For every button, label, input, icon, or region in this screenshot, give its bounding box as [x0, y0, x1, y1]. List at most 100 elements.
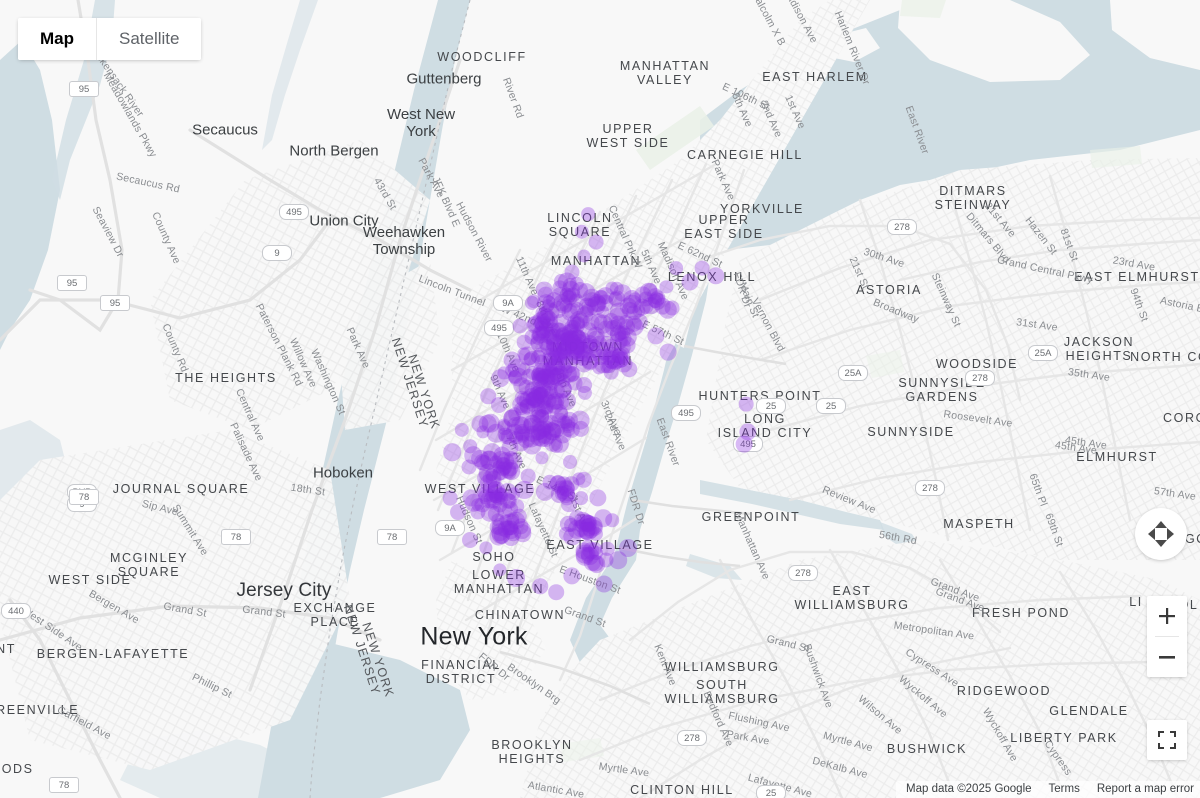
map-marker[interactable]: [562, 277, 577, 292]
map-marker[interactable]: [530, 336, 544, 350]
map-marker[interactable]: [639, 282, 658, 302]
map-marker[interactable]: [538, 390, 553, 406]
map-marker[interactable]: [485, 470, 502, 488]
map-marker[interactable]: [493, 563, 507, 577]
map-marker[interactable]: [464, 493, 483, 513]
map-marker[interactable]: [581, 207, 595, 221]
map-marker[interactable]: [462, 532, 478, 548]
map-marker[interactable]: [560, 332, 574, 346]
map-marker[interactable]: [450, 504, 466, 520]
map-marker[interactable]: [553, 293, 571, 312]
map-marker[interactable]: [491, 523, 509, 541]
map-marker[interactable]: [489, 519, 505, 535]
map-marker[interactable]: [537, 294, 555, 313]
map-marker[interactable]: [497, 502, 513, 519]
map-marker[interactable]: [567, 329, 587, 349]
map-marker[interactable]: [576, 376, 593, 393]
map-marker[interactable]: [532, 387, 548, 403]
map-marker[interactable]: [532, 420, 552, 439]
map-marker[interactable]: [566, 319, 582, 335]
map-marker[interactable]: [502, 530, 519, 547]
map-marker[interactable]: [571, 333, 590, 352]
terms-link[interactable]: Terms: [1048, 783, 1080, 795]
map-marker[interactable]: [552, 347, 566, 361]
report-map-error-link[interactable]: Report a map error: [1096, 783, 1194, 795]
map-marker[interactable]: [532, 370, 548, 387]
map-marker[interactable]: [503, 523, 520, 540]
map-marker[interactable]: [507, 358, 527, 378]
map-marker[interactable]: [580, 546, 599, 565]
map-marker[interactable]: [478, 486, 495, 503]
map-marker[interactable]: [575, 471, 593, 489]
map-marker[interactable]: [559, 335, 578, 354]
map-marker[interactable]: [598, 348, 612, 362]
map-marker[interactable]: [542, 375, 556, 389]
map-marker[interactable]: [531, 372, 548, 389]
map-marker[interactable]: [500, 428, 517, 445]
map-marker[interactable]: [585, 347, 599, 362]
map-marker[interactable]: [567, 326, 583, 343]
map-marker[interactable]: [557, 415, 571, 429]
map-marker[interactable]: [603, 313, 620, 330]
map-marker[interactable]: [572, 281, 589, 298]
map-marker[interactable]: [543, 422, 562, 441]
map-marker[interactable]: [545, 334, 564, 352]
map-marker[interactable]: [618, 315, 634, 330]
map-marker[interactable]: [491, 466, 506, 481]
map-marker[interactable]: [593, 314, 613, 334]
map-marker[interactable]: [618, 336, 636, 354]
map-marker[interactable]: [558, 415, 573, 430]
map-marker[interactable]: [569, 509, 586, 526]
map-marker[interactable]: [548, 438, 564, 454]
map-marker[interactable]: [548, 346, 565, 363]
map-marker[interactable]: [577, 283, 595, 301]
map-marker[interactable]: [558, 338, 576, 356]
map-marker[interactable]: [480, 491, 498, 509]
map-marker[interactable]: [529, 394, 545, 410]
map-marker[interactable]: [642, 296, 660, 315]
map-marker[interactable]: [533, 379, 552, 398]
map-marker[interactable]: [496, 462, 511, 477]
map-marker[interactable]: [596, 286, 615, 305]
map-marker[interactable]: [581, 539, 595, 553]
map-marker[interactable]: [485, 492, 502, 509]
map-marker[interactable]: [540, 402, 554, 416]
map-marker[interactable]: [471, 498, 485, 512]
map-marker[interactable]: [609, 319, 623, 333]
map-marker[interactable]: [567, 315, 581, 330]
map-marker[interactable]: [526, 366, 541, 381]
map-marker[interactable]: [489, 489, 503, 504]
map-marker[interactable]: [483, 443, 501, 461]
map-marker[interactable]: [582, 541, 600, 560]
map-marker[interactable]: [483, 490, 503, 510]
map-marker[interactable]: [591, 361, 606, 375]
map-marker[interactable]: [488, 480, 503, 495]
map-marker[interactable]: [543, 366, 563, 385]
map-marker[interactable]: [531, 418, 545, 432]
map-marker[interactable]: [549, 475, 567, 492]
map-marker[interactable]: [480, 388, 496, 404]
map-marker[interactable]: [519, 398, 537, 416]
map-marker[interactable]: [543, 394, 557, 408]
map-marker[interactable]: [609, 281, 624, 296]
map-marker[interactable]: [605, 281, 619, 295]
map-marker[interactable]: [501, 459, 519, 477]
map-marker[interactable]: [562, 330, 582, 349]
map-marker[interactable]: [499, 513, 513, 528]
map-marker[interactable]: [502, 493, 518, 509]
map-marker[interactable]: [634, 286, 652, 304]
map-marker[interactable]: [518, 432, 535, 449]
map-marker[interactable]: [554, 274, 568, 288]
map-marker[interactable]: [669, 261, 683, 275]
map-marker[interactable]: [589, 526, 604, 541]
map-marker[interactable]: [561, 488, 575, 502]
map-marker[interactable]: [564, 323, 580, 339]
map-marker[interactable]: [560, 515, 577, 532]
map-marker[interactable]: [535, 368, 551, 384]
map-marker[interactable]: [526, 294, 541, 309]
map-marker[interactable]: [575, 542, 593, 560]
map-marker[interactable]: [568, 293, 584, 309]
map-marker[interactable]: [559, 287, 574, 303]
map-marker[interactable]: [537, 431, 554, 448]
map-marker[interactable]: [530, 333, 549, 353]
